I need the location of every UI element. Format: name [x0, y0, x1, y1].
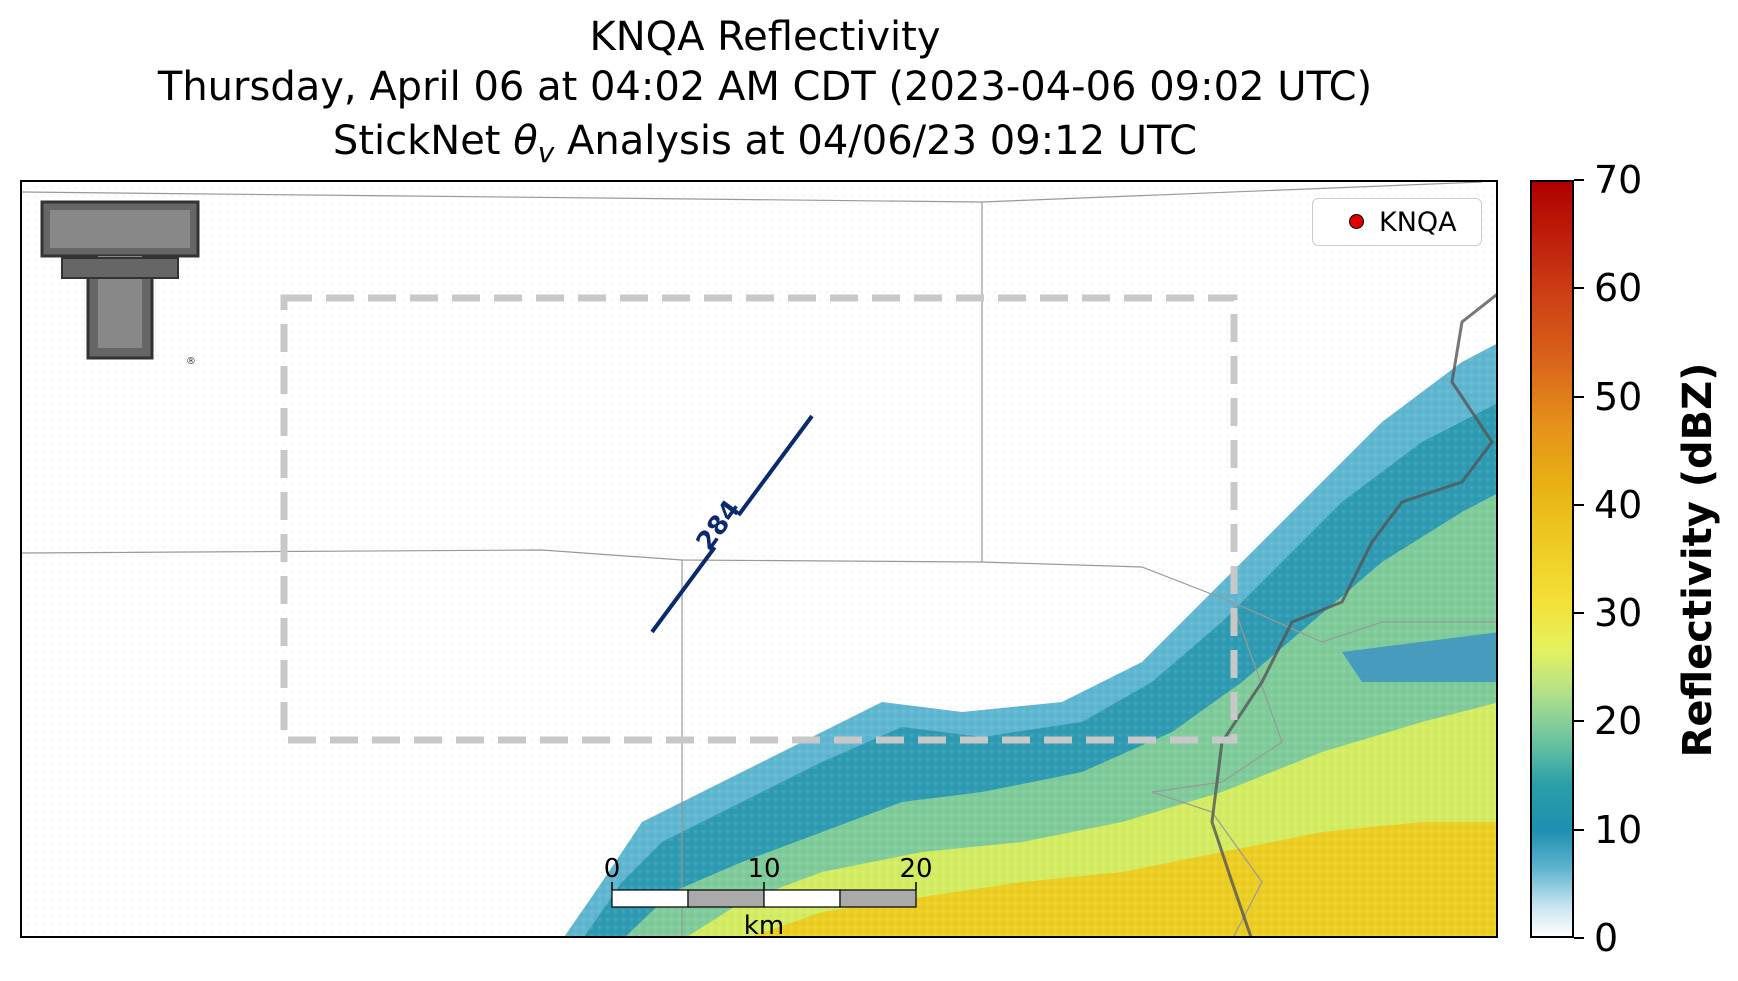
analysis-prefix: StickNet	[332, 118, 514, 164]
colorbar-tick-label: 60	[1594, 266, 1643, 311]
scale-tick-20: 20	[899, 854, 932, 884]
colorbar-tick-label: 30	[1594, 591, 1643, 636]
colorbar-tick-mark	[1574, 612, 1584, 615]
radar-site-marker	[1349, 214, 1364, 229]
legend-label: KNQA	[1379, 207, 1457, 238]
scale-bar: 0 10 20 km	[604, 854, 933, 938]
state-boundary	[1210, 293, 1496, 936]
colorbar-title: Reflectivity (dBZ)	[1675, 362, 1721, 758]
radar-map-panel[interactable]: 284 0 10 20 km ® KNQA	[20, 180, 1498, 938]
analysis-subtitle: StickNet θv Analysis at 04/06/23 09:12 U…	[0, 118, 1530, 176]
scale-unit: km	[744, 911, 784, 938]
reflectivity-colorbar	[1530, 180, 1574, 938]
colorbar-tick-mark	[1574, 503, 1584, 506]
county-boundaries	[22, 182, 1496, 936]
scale-tick-10: 10	[747, 854, 780, 884]
theta-subscript: v	[537, 136, 555, 169]
scale-tick-0: 0	[604, 854, 621, 884]
colorbar-tick-mark	[1574, 179, 1584, 181]
colorbar-tick-mark	[1574, 937, 1584, 939]
map-canvas: 284 0 10 20 km ®	[22, 182, 1496, 938]
map-datetime: Thursday, April 06 at 04:02 AM CDT (2023…	[157, 64, 1373, 110]
double-t-logo: ®	[40, 200, 200, 367]
colorbar-tick-mark	[1574, 395, 1584, 398]
colorbar-tick-label: 20	[1594, 699, 1643, 744]
echo-streak-region	[1342, 632, 1496, 682]
map-legend: KNQA	[1312, 198, 1482, 246]
colorbar-tick-label: 40	[1594, 482, 1643, 527]
theta-symbol: θ	[513, 118, 538, 164]
colorbar-tick-mark	[1574, 720, 1584, 723]
colorbar-tick-mark	[1574, 287, 1584, 290]
analysis-suffix: Analysis at 04/06/23 09:12 UTC	[554, 118, 1198, 164]
colorbar-tick-mark	[1574, 828, 1584, 831]
analysis-domain-box	[280, 294, 1238, 744]
colorbar-tick-label: 50	[1594, 374, 1643, 419]
svg-text:®: ®	[186, 356, 196, 367]
colorbar-tick-label: 0	[1594, 916, 1619, 960]
colorbar-tick-label: 70	[1594, 158, 1643, 202]
map-title: KNQA Reflectivity	[589, 14, 941, 60]
colorbar-tick-label: 10	[1594, 807, 1643, 852]
